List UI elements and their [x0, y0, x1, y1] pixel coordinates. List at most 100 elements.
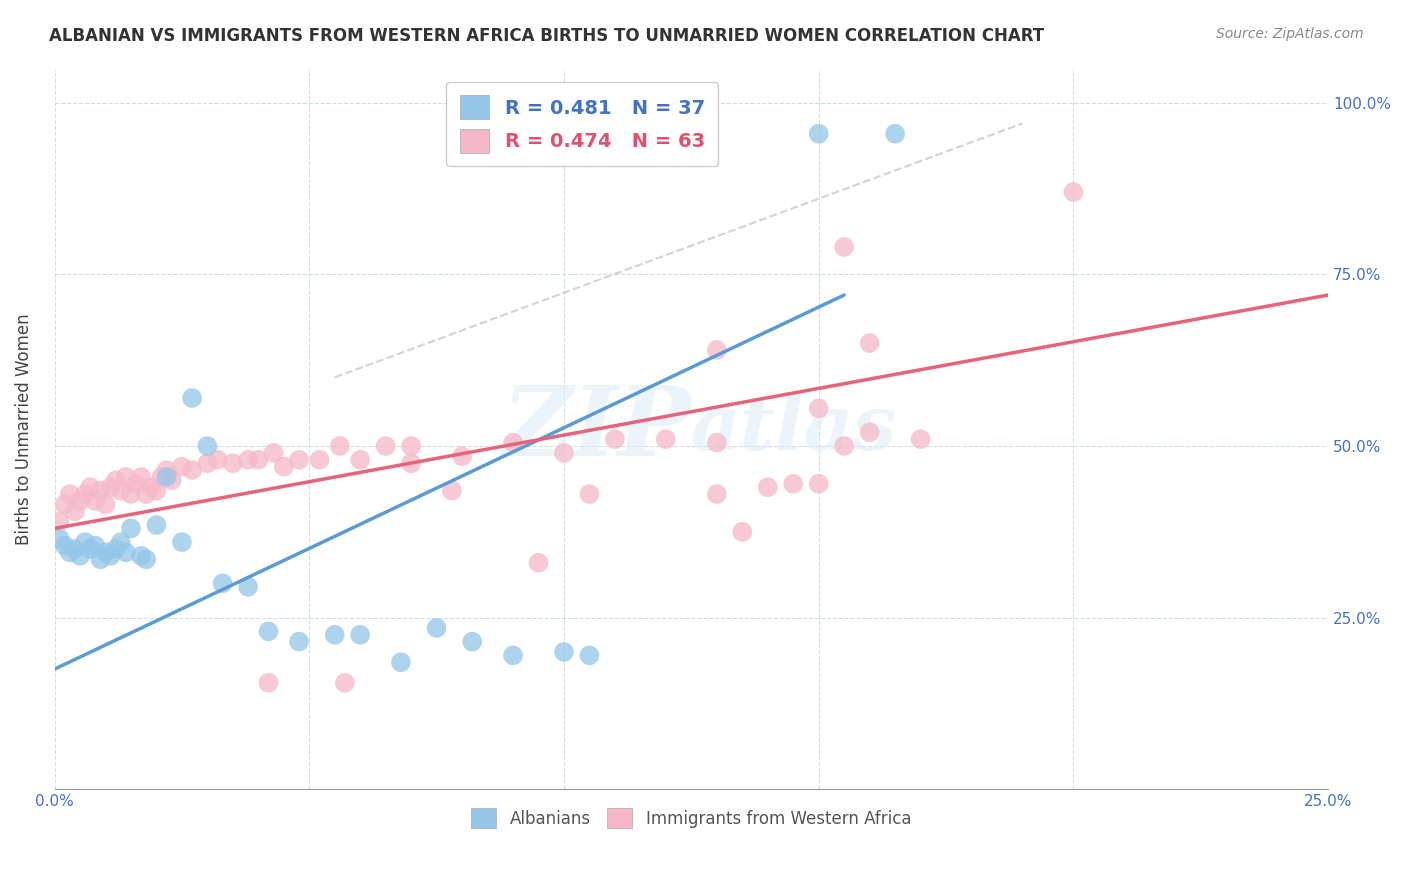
- Point: [100, 549, 122, 563]
- Point: [69, 494, 91, 508]
- Text: ZIP: ZIP: [502, 382, 692, 475]
- Point: [115, 545, 138, 559]
- Point: [48, 532, 70, 546]
- Point: [288, 452, 311, 467]
- Point: [426, 621, 449, 635]
- Point: [807, 401, 830, 416]
- Point: [502, 435, 524, 450]
- Legend: Albanians, Immigrants from Western Africa: Albanians, Immigrants from Western Afric…: [465, 801, 918, 835]
- Point: [832, 240, 855, 254]
- Point: [75, 487, 97, 501]
- Point: [63, 504, 86, 518]
- Point: [120, 487, 142, 501]
- Point: [399, 439, 422, 453]
- Point: [145, 483, 167, 498]
- Point: [94, 545, 117, 559]
- Point: [170, 459, 193, 474]
- Point: [115, 470, 138, 484]
- Point: [706, 487, 728, 501]
- Point: [170, 535, 193, 549]
- Point: [89, 552, 111, 566]
- Point: [807, 127, 830, 141]
- Point: [349, 628, 371, 642]
- Point: [207, 452, 229, 467]
- Text: ALBANIAN VS IMMIGRANTS FROM WESTERN AFRICA BIRTHS TO UNMARRIED WOMEN CORRELATION: ALBANIAN VS IMMIGRANTS FROM WESTERN AFRI…: [49, 27, 1045, 45]
- Point: [333, 676, 356, 690]
- Point: [349, 452, 371, 467]
- Point: [257, 676, 280, 690]
- Point: [451, 450, 474, 464]
- Point: [323, 628, 346, 642]
- Point: [553, 645, 575, 659]
- Point: [731, 524, 754, 539]
- Point: [440, 483, 463, 498]
- Point: [125, 476, 148, 491]
- Point: [181, 463, 204, 477]
- Point: [129, 470, 152, 484]
- Point: [706, 343, 728, 357]
- Point: [59, 545, 82, 559]
- Point: [782, 476, 804, 491]
- Point: [63, 541, 86, 556]
- Point: [706, 435, 728, 450]
- Point: [155, 463, 177, 477]
- Point: [756, 480, 779, 494]
- Point: [211, 576, 233, 591]
- Point: [155, 470, 177, 484]
- Point: [527, 556, 550, 570]
- Point: [48, 515, 70, 529]
- Point: [89, 483, 111, 498]
- Point: [273, 459, 295, 474]
- Point: [247, 452, 270, 467]
- Point: [257, 624, 280, 639]
- Point: [195, 439, 218, 453]
- Point: [288, 634, 311, 648]
- Point: [120, 521, 142, 535]
- Point: [578, 648, 600, 663]
- Point: [129, 549, 152, 563]
- Point: [502, 648, 524, 663]
- Point: [859, 336, 882, 351]
- Point: [461, 634, 484, 648]
- Point: [859, 425, 882, 440]
- Point: [94, 497, 117, 511]
- Text: Source: ZipAtlas.com: Source: ZipAtlas.com: [1216, 27, 1364, 41]
- Point: [329, 439, 352, 453]
- Point: [104, 541, 127, 556]
- Y-axis label: Births to Unmarried Women: Births to Unmarried Women: [15, 313, 32, 545]
- Point: [53, 497, 76, 511]
- Point: [145, 518, 167, 533]
- Point: [553, 446, 575, 460]
- Point: [160, 474, 183, 488]
- Point: [1062, 185, 1084, 199]
- Point: [150, 470, 173, 484]
- Point: [603, 432, 626, 446]
- Point: [910, 432, 932, 446]
- Point: [75, 535, 97, 549]
- Point: [655, 432, 678, 446]
- Point: [100, 480, 122, 494]
- Point: [236, 580, 259, 594]
- Point: [832, 439, 855, 453]
- Point: [222, 456, 245, 470]
- Point: [399, 456, 422, 470]
- Point: [135, 552, 157, 566]
- Point: [104, 474, 127, 488]
- Point: [236, 452, 259, 467]
- Point: [374, 439, 396, 453]
- Point: [807, 476, 830, 491]
- Point: [53, 539, 76, 553]
- Point: [884, 127, 907, 141]
- Point: [181, 391, 204, 405]
- Text: atlas: atlas: [692, 392, 897, 466]
- Point: [603, 127, 626, 141]
- Point: [84, 494, 107, 508]
- Point: [195, 456, 218, 470]
- Point: [79, 541, 101, 556]
- Point: [308, 452, 330, 467]
- Point: [135, 487, 157, 501]
- Point: [110, 483, 132, 498]
- Point: [110, 535, 132, 549]
- Point: [59, 487, 82, 501]
- Point: [69, 549, 91, 563]
